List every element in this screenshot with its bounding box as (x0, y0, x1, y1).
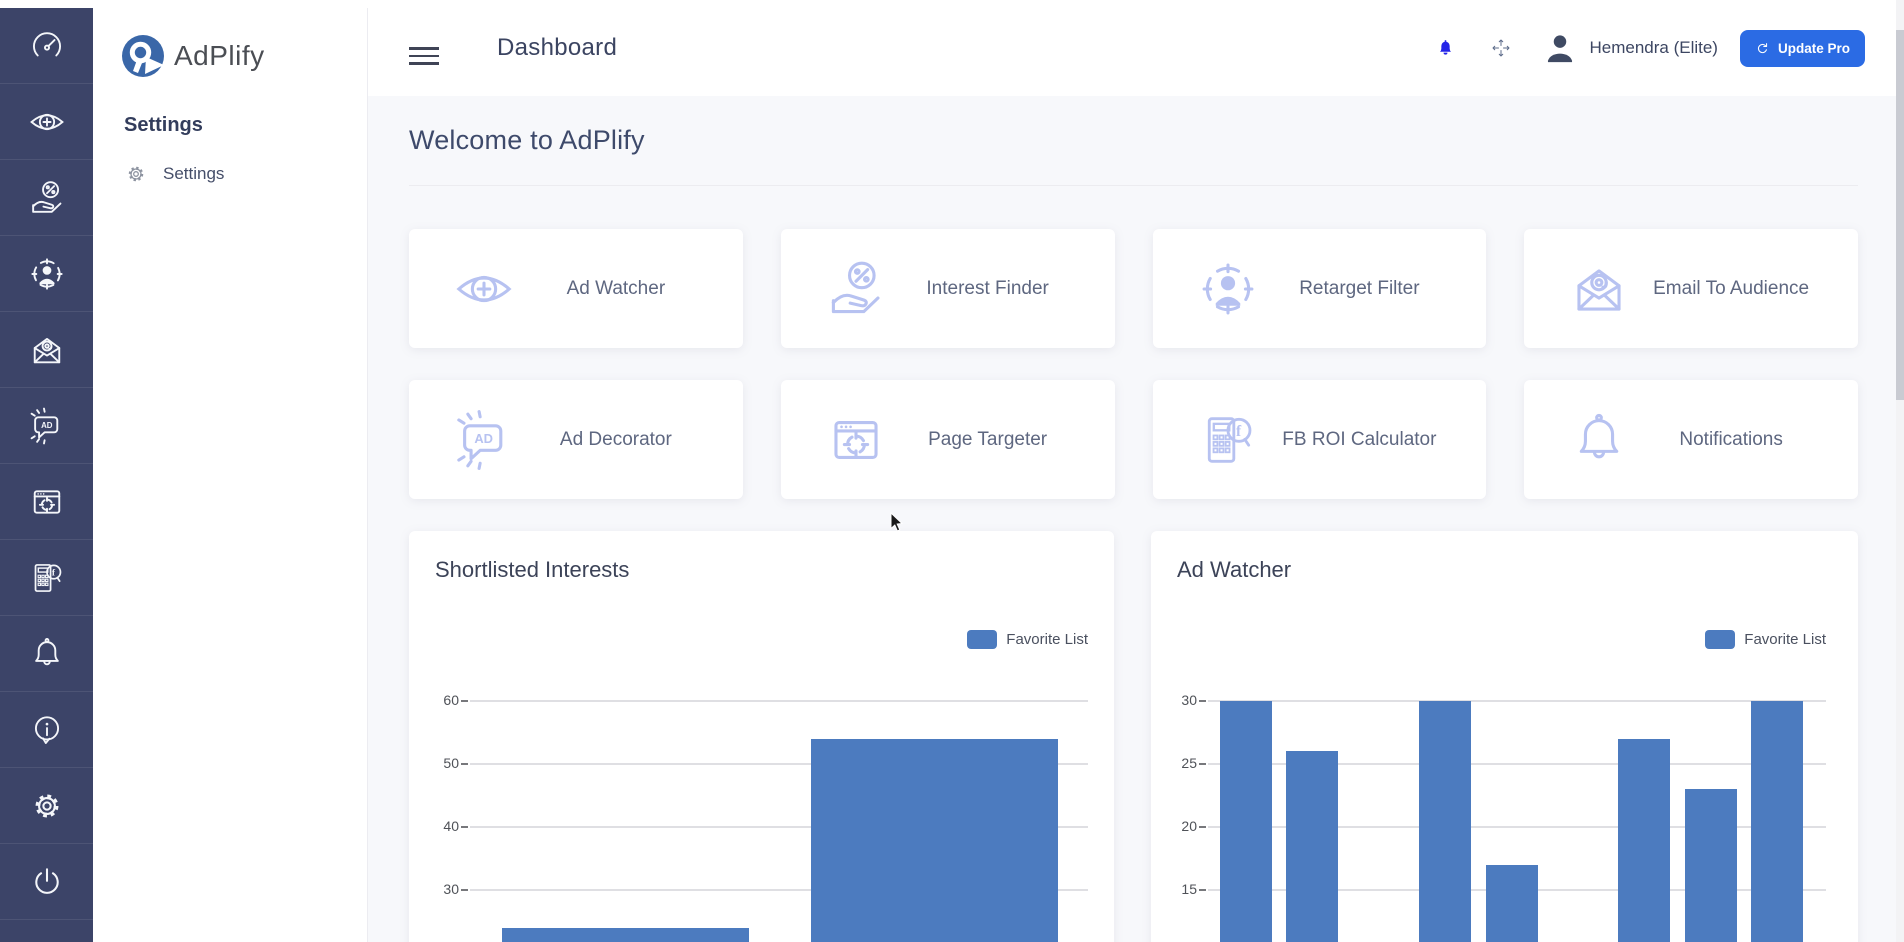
sidebar-item-info[interactable] (0, 692, 93, 768)
fullscreen-expand-icon[interactable] (1489, 36, 1513, 60)
legend-label: Favorite List (1744, 631, 1826, 648)
adplify-logo-icon (119, 32, 167, 80)
card-notifications[interactable]: Notifications (1524, 380, 1858, 499)
card-label: FB ROI Calculator (1282, 428, 1437, 450)
settings-gear-icon (28, 787, 66, 825)
sidebar-item-label: Settings (163, 164, 225, 183)
ad-watcher-chart-card: Ad Watcher Favorite List 30 25 20 15 (1151, 531, 1858, 942)
sidebar-item-fb-roi-calculator[interactable] (0, 540, 93, 616)
icon-sidebar (0, 8, 93, 942)
sidebar-item-settings-link[interactable]: Settings (124, 162, 367, 186)
card-retarget-filter[interactable]: Retarget Filter (1152, 229, 1487, 348)
sidebar-item-settings[interactable] (0, 768, 93, 844)
legend-label: Favorite List (1006, 631, 1088, 648)
legend-swatch (1705, 630, 1736, 649)
mouse-cursor (890, 512, 903, 532)
sidebar-item-dashboard[interactable] (0, 8, 93, 84)
card-label: Ad Decorator (559, 428, 672, 450)
update-pro-button[interactable]: Update Pro (1739, 29, 1865, 67)
page-targeter-browser-icon (33, 489, 60, 514)
interest-finder-hand-icon (31, 180, 61, 213)
sidebar-item-logout[interactable] (0, 844, 93, 920)
shortlisted-interests-chart-card: Shortlisted Interests Favorite List 60 50… (409, 531, 1114, 942)
card-page-targeter[interactable]: Page Targeter (780, 380, 1115, 499)
ad-watcher-eye-icon (30, 113, 63, 130)
legend-swatch (967, 630, 998, 649)
email-audience-mail-icon (33, 337, 60, 363)
card-label: Notifications (1679, 428, 1783, 450)
page-title: Dashboard (497, 34, 618, 61)
power-icon (34, 867, 59, 894)
notifications-bell-icon[interactable] (1435, 38, 1456, 59)
user-name: Hemendra (Elite) (1589, 38, 1718, 57)
card-email-to-audience[interactable]: Email To Audience (1524, 229, 1858, 348)
card-ad-decorator[interactable]: Ad Decorator (409, 380, 743, 499)
card-label: Email To Audience (1653, 277, 1810, 299)
charts-row: Shortlisted Interests Favorite List 60 50… (409, 531, 1858, 942)
brand-name: AdPlify (174, 40, 265, 71)
sidebar-item-email-to-audience[interactable] (0, 312, 93, 388)
sidebar-item-interest-finder[interactable] (0, 160, 93, 236)
card-interest-finder[interactable]: Interest Finder (780, 229, 1115, 348)
main-area: Dashboard Hemendra (Elite) Update Pro We… (368, 0, 1896, 942)
welcome-title: Welcome to AdPlify (409, 125, 645, 155)
bell-icon (1580, 413, 1619, 458)
mail-at-icon (1577, 268, 1621, 311)
card-label: Interest Finder (926, 277, 1049, 299)
scrollbar-track[interactable] (1896, 0, 1904, 942)
card-fb-roi-calculator[interactable]: FB ROI Calculator (1152, 380, 1487, 499)
card-label: Retarget Filter (1299, 277, 1420, 299)
eye-plus-icon (457, 275, 511, 302)
hand-percent-icon (831, 261, 880, 313)
sidebar-item-retarget-filter[interactable] (0, 236, 93, 312)
sidebar-section-title: Settings (124, 114, 203, 136)
top-header: Dashboard Hemendra (Elite) Update Pro (368, 0, 1896, 96)
fb-roi-calculator-icon (34, 563, 61, 592)
chart-legend: Favorite List (1705, 630, 1826, 649)
chart-legend: Favorite List (967, 630, 1088, 649)
brand-logo-row[interactable]: AdPlify (93, 8, 367, 80)
sidebar-item-notifications[interactable] (0, 616, 93, 692)
calculator-fb-icon (1207, 416, 1251, 463)
card-label: Ad Watcher (566, 277, 666, 299)
refresh-icon (1757, 42, 1768, 53)
browser-target-icon (834, 420, 878, 459)
welcome-section: Welcome to AdPlify (368, 96, 1896, 186)
card-label: Page Targeter (928, 428, 1048, 450)
header-actions: Hemendra (Elite) Update Pro (1435, 0, 1865, 96)
retarget-filter-person-icon (30, 257, 63, 290)
dashboard-speedometer-icon (32, 31, 61, 56)
sidebar-item-ad-watcher[interactable] (0, 84, 93, 160)
feature-cards-grid: Ad Watcher Interest Finder Retarget Filt… (409, 229, 1858, 499)
menu-toggle[interactable] (409, 47, 439, 65)
settings-sidebar: AdPlify Settings Settings (93, 8, 368, 942)
ad-bubble-icon (457, 409, 503, 470)
chart-title: Ad Watcher (1177, 557, 1292, 582)
avatar[interactable] (1543, 30, 1577, 66)
ad-decorator-bubble-icon (30, 407, 58, 444)
card-ad-watcher[interactable]: Ad Watcher (409, 229, 743, 348)
notifications-bell-icon (34, 637, 59, 665)
scrollbar-thumb[interactable] (1896, 30, 1904, 400)
chart-title: Shortlisted Interests (435, 557, 630, 582)
sidebar-item-page-targeter[interactable] (0, 464, 93, 540)
gear-icon (128, 166, 144, 182)
person-target-icon (1202, 263, 1253, 314)
sidebar-item-ad-decorator[interactable] (0, 388, 93, 464)
divider (409, 185, 1858, 186)
info-icon (34, 715, 59, 744)
